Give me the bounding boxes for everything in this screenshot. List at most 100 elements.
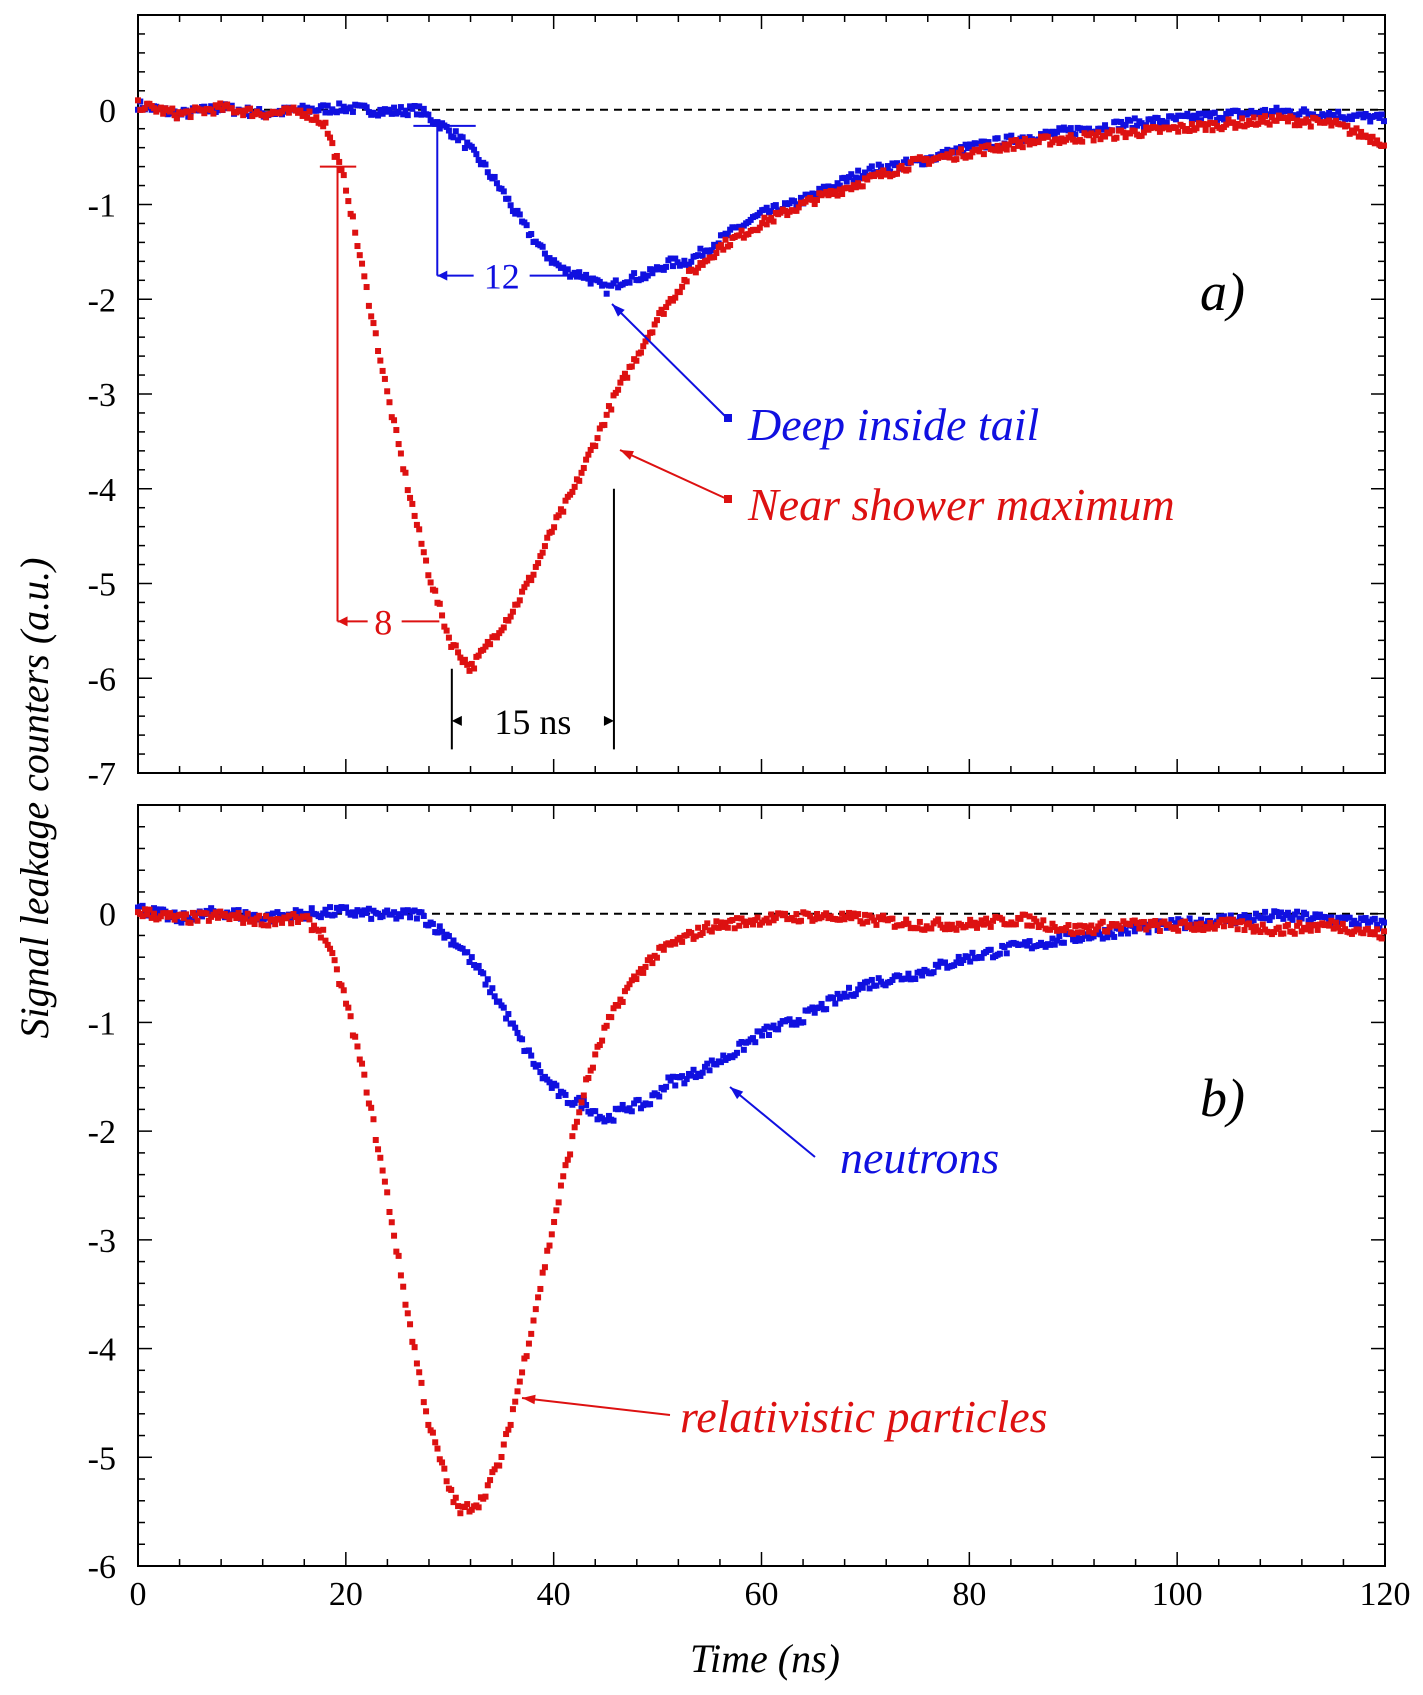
- data-point: [640, 343, 647, 350]
- data-point: [1294, 908, 1301, 915]
- data-point: [756, 1028, 763, 1035]
- blue-width-label: 12: [484, 257, 520, 297]
- data-point: [713, 250, 720, 257]
- data-point: [1028, 922, 1035, 929]
- data-point: [928, 925, 935, 932]
- data-point: [237, 914, 244, 921]
- delay-arrow-left: [451, 715, 462, 726]
- data-point: [301, 107, 308, 114]
- data-point: [1154, 922, 1161, 929]
- data-point: [1051, 941, 1058, 948]
- data-point: [420, 549, 427, 556]
- data-point: [1227, 922, 1234, 929]
- data-point: [541, 543, 548, 550]
- data-point: [523, 580, 530, 587]
- data-point: [880, 912, 887, 919]
- data-point: [903, 975, 910, 982]
- data-point: [315, 927, 322, 934]
- data-point: [1380, 118, 1387, 125]
- data-point: [681, 257, 688, 264]
- data-point: [345, 1004, 352, 1011]
- data-point: [1376, 114, 1383, 121]
- data-point: [969, 949, 976, 956]
- x-tick-label: 120: [1360, 1576, 1411, 1613]
- data-point: [1207, 113, 1214, 120]
- data-point: [848, 915, 855, 922]
- axis-ticks: [137, 14, 1386, 1567]
- data-point: [1241, 926, 1248, 933]
- data-point: [377, 1154, 384, 1161]
- data-point: [340, 987, 347, 994]
- data-point: [457, 1510, 464, 1517]
- data-point: [475, 962, 482, 969]
- data-point: [388, 1219, 395, 1226]
- data-point: [1088, 130, 1095, 137]
- data-point: [388, 110, 395, 117]
- data-point: [1262, 106, 1269, 113]
- data-point: [329, 140, 336, 147]
- data-point: [308, 905, 315, 912]
- data-point: [509, 1020, 516, 1027]
- data-point: [855, 180, 862, 187]
- data-point: [1280, 915, 1287, 922]
- data-point: [1072, 937, 1079, 944]
- data-point: [1067, 132, 1074, 139]
- data-point: [619, 374, 626, 381]
- data-point: [1076, 922, 1083, 929]
- data-point: [301, 111, 308, 118]
- data-point: [955, 953, 962, 960]
- data-point: [672, 1082, 679, 1089]
- data-point: [1065, 922, 1072, 929]
- data-point: [1328, 914, 1335, 921]
- data-point: [320, 926, 327, 933]
- x-tick-label: 20: [329, 1576, 363, 1613]
- data-point: [516, 597, 523, 604]
- data-point: [573, 1118, 580, 1125]
- data-point: [512, 1024, 519, 1031]
- data-point: [1266, 121, 1273, 128]
- data-point: [736, 922, 743, 929]
- data-point: [144, 911, 151, 918]
- data-point: [505, 1426, 512, 1433]
- data-point: [583, 456, 590, 463]
- data-point: [679, 1073, 686, 1080]
- data-point: [770, 1022, 777, 1029]
- data-point: [1364, 134, 1371, 141]
- data-point: [999, 916, 1006, 923]
- data-point: [1108, 127, 1115, 134]
- data-point: [996, 950, 1003, 957]
- data-point: [784, 212, 791, 219]
- data-point: [139, 913, 146, 920]
- data-point: [185, 108, 192, 115]
- data-point: [967, 958, 974, 965]
- data-point: [509, 608, 516, 615]
- data-point: [1257, 114, 1264, 121]
- data-point: [946, 926, 953, 933]
- data-point: [1104, 928, 1111, 935]
- data-point: [642, 963, 649, 970]
- blue-arrow-left: [437, 270, 448, 281]
- data-point: [560, 508, 567, 515]
- data-point: [171, 916, 178, 923]
- data-point: [1097, 136, 1104, 143]
- data-point: [905, 166, 912, 173]
- data-point: [514, 207, 521, 214]
- data-point: [864, 918, 871, 925]
- x-tick-label: 0: [130, 1576, 147, 1613]
- data-point: [338, 982, 345, 989]
- data-point: [349, 909, 356, 916]
- data-point: [1353, 125, 1360, 132]
- data-point: [1022, 911, 1029, 918]
- data-point: [548, 1084, 555, 1091]
- data-point: [345, 198, 352, 205]
- data-point: [1124, 930, 1131, 937]
- data-point: [626, 981, 633, 988]
- data-point: [178, 911, 185, 918]
- data-point: [1246, 913, 1253, 920]
- data-point: [505, 195, 512, 202]
- data-point: [658, 943, 665, 950]
- data-point: [402, 1301, 409, 1308]
- data-point: [1204, 925, 1211, 932]
- data-point: [1090, 137, 1097, 144]
- data-point: [1225, 916, 1232, 923]
